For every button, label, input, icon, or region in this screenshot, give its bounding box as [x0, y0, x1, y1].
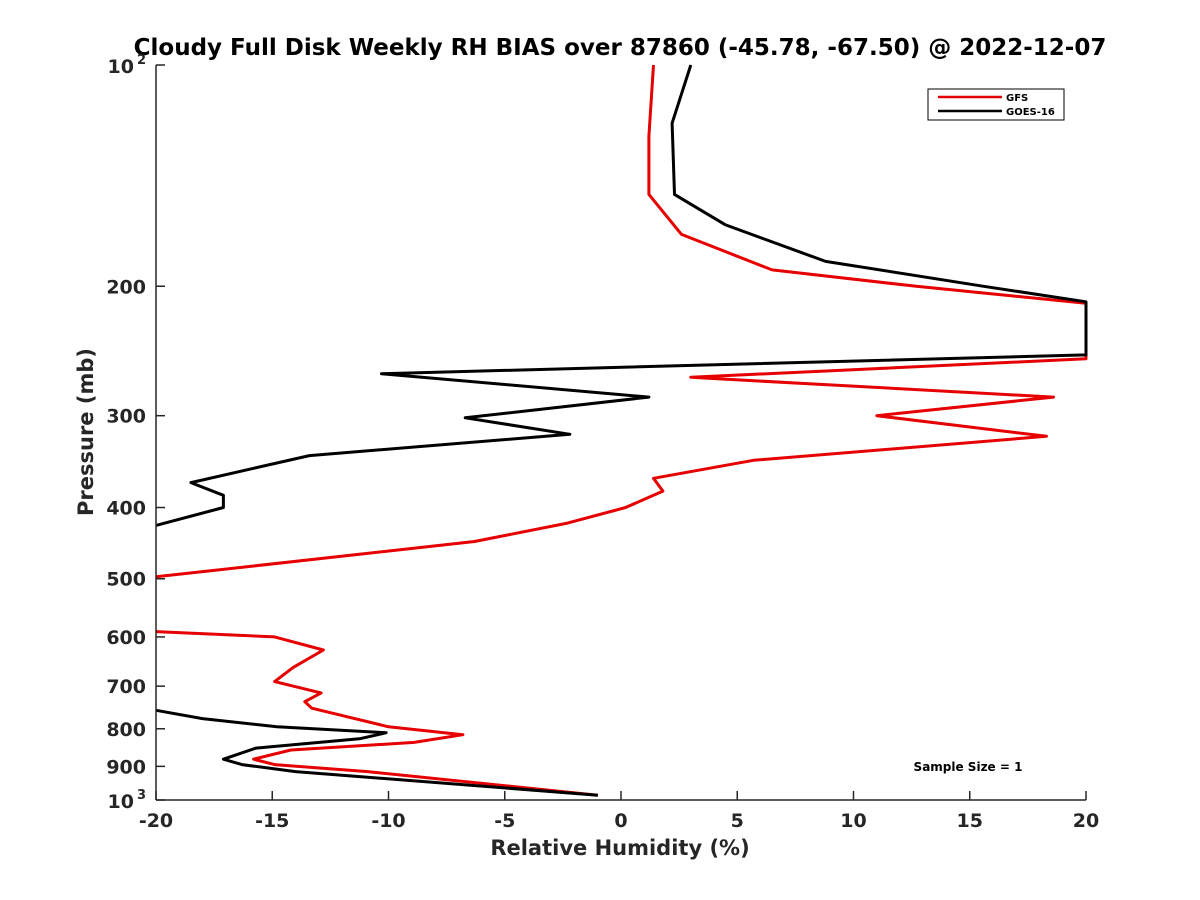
- x-axis-label: Relative Humidity (%): [490, 836, 749, 860]
- y-tick-label: 900: [106, 756, 146, 778]
- chart-title: Cloudy Full Disk Weekly RH BIAS over 878…: [134, 35, 1107, 61]
- y-tick-label-base: 10: [108, 791, 134, 813]
- y-tick-label: 400: [106, 498, 146, 520]
- y-tick-label: 500: [106, 569, 146, 591]
- x-tick-label: -20: [139, 810, 173, 832]
- legend-label-goes16: GOES-16: [1006, 107, 1055, 118]
- x-tick-label: 20: [1073, 810, 1099, 832]
- y-tick-label: 300: [106, 406, 146, 428]
- x-tick-label: -10: [371, 810, 405, 832]
- y-tick-label: 800: [106, 719, 146, 741]
- y-tick-label: 700: [106, 676, 146, 698]
- series-line-gfs: [155, 64, 1088, 797]
- legend-box: [927, 88, 1065, 121]
- y-axis-label: Pressure (mb): [74, 348, 98, 516]
- x-tick-label: -15: [255, 810, 289, 832]
- x-tick-label: 5: [731, 810, 744, 832]
- sample-size-annotation: Sample Size = 1: [914, 760, 1023, 774]
- y-tick-label-base: 10: [108, 56, 134, 78]
- series-line-goes16: [155, 64, 1088, 797]
- series-layer: [155, 64, 1088, 797]
- x-tick-label: 10: [840, 810, 866, 832]
- y-tick-label-exponent: 2: [137, 53, 146, 68]
- y-tick-label: 200: [106, 276, 146, 298]
- x-tick-label: 0: [614, 810, 627, 832]
- x-tick-label: -5: [494, 810, 515, 832]
- y-tick-label-exponent: 3: [137, 788, 146, 803]
- x-tick-label: 15: [957, 810, 983, 832]
- legend: GFS GOES-16: [927, 88, 1065, 121]
- y-tick-label: 600: [106, 627, 146, 649]
- legend-label-gfs: GFS: [1006, 93, 1028, 104]
